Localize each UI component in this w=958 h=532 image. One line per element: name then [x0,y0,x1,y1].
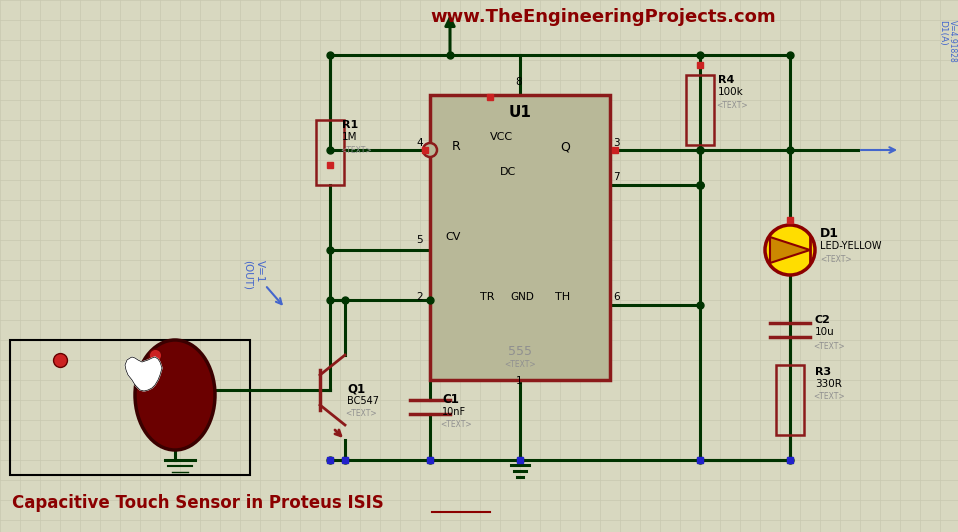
Text: Q: Q [560,140,570,153]
Text: 3: 3 [613,138,620,148]
Text: D1(A): D1(A) [938,20,947,46]
Text: 100k: 100k [718,87,743,97]
Text: R: R [452,140,461,153]
Text: www.TheEngineeringProjects.com: www.TheEngineeringProjects.com [430,8,776,26]
Polygon shape [125,357,162,391]
Text: R1: R1 [342,120,358,130]
Bar [776,365,804,435]
Text: V=4.91828: V=4.91828 [948,20,957,63]
Text: V=1: V=1 [255,260,265,282]
Text: 2: 2 [416,292,422,302]
Text: 6: 6 [613,292,620,302]
Text: TR: TR [480,292,494,302]
Text: GND: GND [510,292,534,302]
Text: 8: 8 [515,77,521,87]
Text: 10u: 10u [815,327,834,337]
Text: <TEXT>: <TEXT> [813,342,845,351]
Text: 10nF: 10nF [442,407,467,417]
Text: C1: C1 [442,393,459,406]
Text: BC547: BC547 [347,396,379,406]
Text: VCC: VCC [490,132,513,142]
Circle shape [765,225,815,275]
Text: 1M: 1M [342,132,357,142]
Bar [316,120,344,185]
Text: <TEXT>: <TEXT> [716,101,747,110]
Ellipse shape [135,340,215,450]
Text: 330R: 330R [815,379,842,389]
Bar [686,75,714,145]
Text: <TEXT>: <TEXT> [345,409,376,418]
Text: <TEXT>: <TEXT> [440,420,471,429]
Text: D1: D1 [820,227,839,240]
Text: C2: C2 [815,315,831,325]
Bar [10,340,250,475]
Text: Capacitive Touch Sensor in Proteus ISIS: Capacitive Touch Sensor in Proteus ISIS [12,494,384,512]
Text: <TEXT>: <TEXT> [820,255,852,264]
Text: 4: 4 [416,138,422,148]
Text: R4: R4 [718,75,735,85]
Circle shape [423,143,437,157]
Bar [430,95,610,380]
Text: 1: 1 [516,376,523,386]
Text: Q1: Q1 [347,382,365,395]
Text: <TEXT>: <TEXT> [504,360,536,369]
Text: CV: CV [445,232,461,242]
Text: <TEXT>: <TEXT> [813,392,845,401]
Text: <TEXT>: <TEXT> [340,146,372,155]
Text: DC: DC [500,167,516,177]
Text: (OUT): (OUT) [243,260,253,290]
Text: R3: R3 [815,367,832,377]
Text: 5: 5 [416,235,422,245]
Text: LED-YELLOW: LED-YELLOW [820,241,881,251]
Text: 7: 7 [613,172,620,182]
Text: 555: 555 [508,345,532,358]
Polygon shape [770,237,810,263]
Text: U1: U1 [509,105,532,120]
Text: TH: TH [555,292,570,302]
